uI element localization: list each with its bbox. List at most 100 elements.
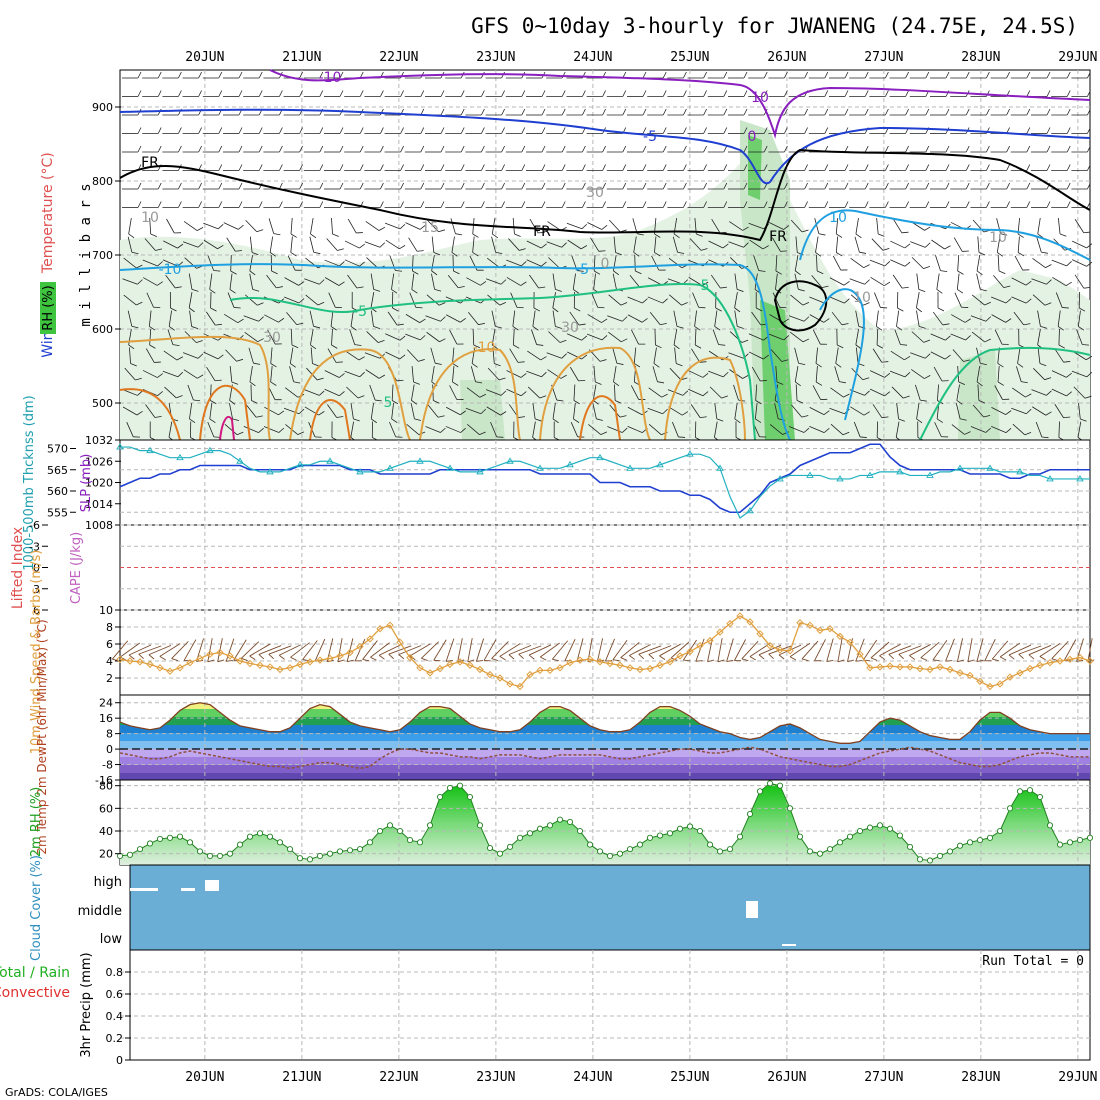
upper-barb-shaft (714, 310, 718, 327)
upper-barb (527, 386, 547, 399)
upper-barb (728, 201, 748, 208)
upper-barb-flag (742, 226, 749, 231)
upper-barb-flag (662, 182, 667, 190)
upper-barb (268, 218, 281, 236)
upper-barb-shaft (775, 254, 778, 272)
li-tick--3: -3 (29, 540, 40, 553)
upper-barb (997, 365, 1004, 386)
upper-barb (287, 255, 302, 271)
upper-barb-flag (269, 252, 276, 257)
upper-barb-shaft (991, 314, 1006, 323)
upper-barb-shaft (532, 403, 536, 419)
upper-barb (930, 108, 950, 116)
wind10m-barb (249, 643, 271, 661)
wind10m-barb-flag (207, 659, 215, 663)
upper-barb (324, 145, 344, 153)
upper-barb-shaft (831, 311, 843, 326)
upper-barb (1051, 164, 1071, 171)
upper-barb (283, 201, 303, 208)
rh-marker (706, 841, 714, 848)
upper-barb-shaft (855, 310, 860, 327)
rh-marker (956, 842, 964, 849)
upper-barb-flag (660, 322, 667, 326)
upper-barb (485, 90, 505, 97)
upper-barb-shaft (327, 404, 337, 418)
upper-barb (263, 426, 285, 433)
upper-barb-shaft (309, 236, 315, 253)
rh-shade-23jun (460, 380, 505, 440)
upper-barb-flag (437, 415, 445, 418)
lifted-index-ylabel: Lifted Index (10, 527, 26, 609)
upper-barb (124, 367, 142, 381)
upper-barb (148, 310, 156, 331)
upper-barb-flag (1005, 298, 1012, 304)
upper-barb-flag (157, 127, 162, 134)
upper-barb (425, 426, 446, 433)
upper-barb (1037, 310, 1047, 329)
contour-label-3: 0 (748, 129, 757, 145)
upper-barb-flag (637, 233, 644, 236)
wind-marker (1046, 658, 1054, 667)
upper-barb (812, 385, 828, 400)
wind-marker (846, 638, 854, 647)
upper-barb-flag (521, 145, 526, 153)
upper-barb-flag (662, 127, 667, 134)
upper-barb-shaft (795, 384, 798, 401)
upper-barb-shaft (653, 347, 657, 364)
upper-barb (1054, 348, 1071, 363)
upper-barb-flag (984, 338, 991, 343)
contour-label-4: FR (141, 155, 159, 171)
upper-barb-shaft (229, 273, 233, 290)
upper-barb-flag (521, 90, 526, 97)
upper-barb-shaft (425, 426, 441, 433)
upper-barb-shaft (527, 350, 541, 361)
rh-marker (806, 848, 814, 855)
upper-barb-flag (155, 248, 163, 251)
wind10m-barb-shaft (991, 640, 1009, 660)
upper-barb (850, 257, 870, 269)
upper-barb-flag (400, 90, 404, 97)
upper-barb (144, 238, 163, 251)
upper-barb (976, 273, 987, 292)
upper-barb-shaft (1077, 310, 1081, 327)
wind10m-barb (629, 644, 651, 660)
slp-marker (896, 468, 904, 475)
upper-barb-shaft (411, 273, 415, 290)
upper-barb-flag (175, 286, 182, 289)
wind-marker (336, 652, 344, 660)
wind10m-barb-shaft (956, 638, 964, 662)
upper-barb-flag (823, 427, 830, 433)
wind-marker (866, 664, 874, 672)
upper-barb-flag (582, 182, 586, 190)
upper-barb (647, 90, 667, 97)
upper-barb (876, 217, 885, 237)
upper-barb (808, 182, 829, 190)
upper-barb (162, 145, 182, 153)
upper-barb (934, 422, 949, 438)
upper-barb (207, 255, 221, 272)
upper-barb-shaft (270, 347, 273, 364)
upper-barb-flag (339, 391, 345, 397)
wind-marker (606, 659, 614, 668)
upper-barb-flag (414, 418, 422, 421)
upper-barb (889, 108, 909, 116)
upper-barb-flag (196, 340, 203, 344)
upper-barb (309, 236, 321, 255)
contour-freezing-loop (773, 280, 828, 332)
upper-barb-flag (980, 288, 987, 292)
upper-barb-flag (540, 356, 547, 361)
slp-marker (236, 457, 244, 464)
upper-barb (445, 145, 465, 153)
upper-barb (909, 145, 930, 153)
upper-barb (505, 90, 526, 97)
upper-barb (425, 127, 445, 134)
upper-barb-shaft (1016, 366, 1022, 382)
upper-barb-shaft (835, 217, 839, 235)
upper-barb-flag (582, 145, 586, 153)
upper-barb (188, 273, 199, 292)
upper-barb-flag (128, 233, 135, 239)
upper-barb-shaft (729, 257, 743, 269)
wind10m-barb-flag (1018, 653, 1024, 660)
